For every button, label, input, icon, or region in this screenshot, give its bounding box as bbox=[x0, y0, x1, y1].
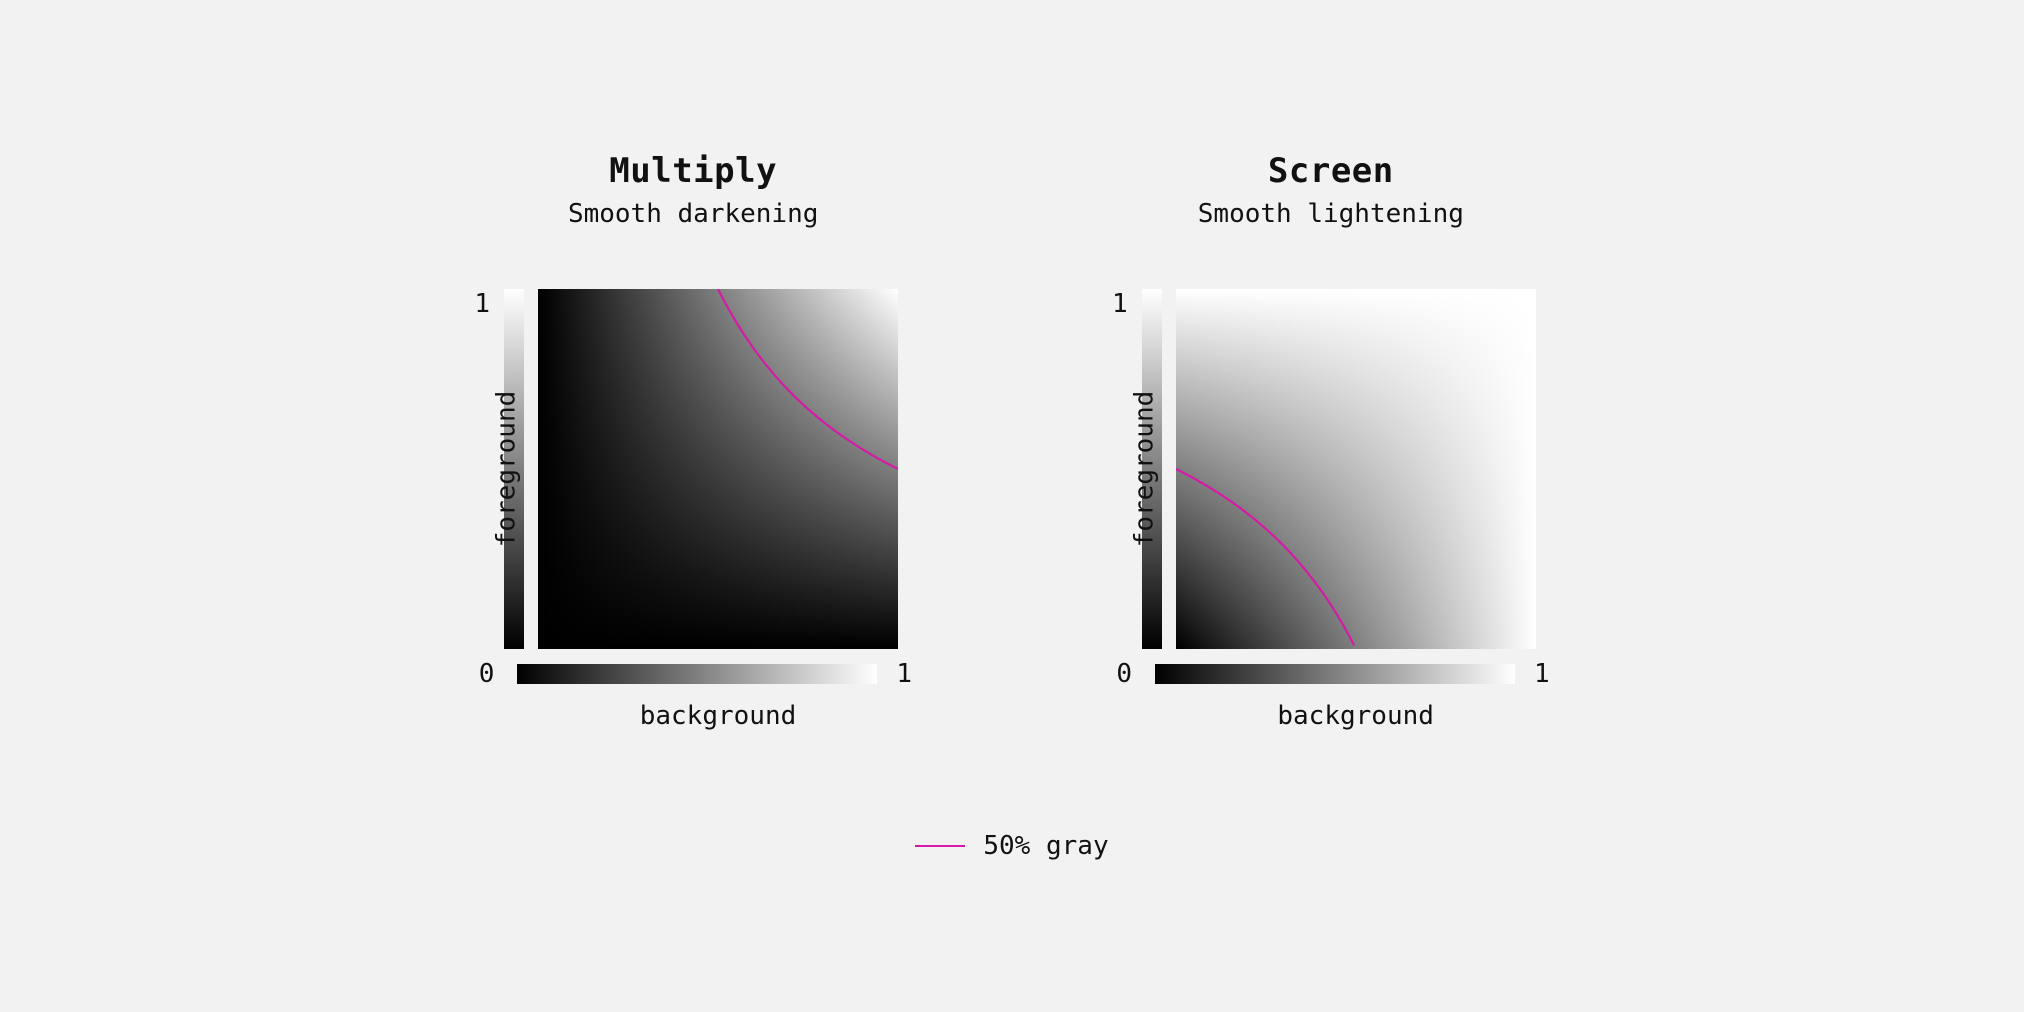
x-axis-label: background bbox=[1176, 701, 1536, 731]
legend: 50% gray bbox=[915, 831, 1108, 861]
panel-title: Screen bbox=[1268, 151, 1394, 191]
y-axis-ticks: 1 foreground 0 bbox=[474, 289, 490, 649]
legend-label: 50% gray bbox=[983, 831, 1108, 861]
x-axis-ticks: 0 1 bbox=[1112, 659, 1550, 689]
contour-overlay bbox=[538, 289, 898, 649]
x-axis-ticks: 0 1 bbox=[474, 659, 912, 689]
chart-screen: 1 foreground 0 0 1 background bbox=[1112, 289, 1550, 731]
x-tick-min: 0 bbox=[1112, 659, 1132, 689]
y-axis-label: foreground bbox=[1129, 391, 1159, 548]
x-gradient-strip bbox=[517, 664, 877, 684]
panel-title: Multiply bbox=[609, 151, 777, 191]
legend-line-icon bbox=[915, 845, 965, 847]
chart-multiply: 1 foreground 0 0 1 background bbox=[474, 289, 912, 731]
panel-screen: Screen Smooth lightening 1 foreground 0 … bbox=[1112, 151, 1550, 731]
x-tick-min: 0 bbox=[474, 659, 494, 689]
x-gradient-strip bbox=[1155, 664, 1515, 684]
y-tick-max: 1 bbox=[1112, 289, 1128, 319]
contour-overlay bbox=[1176, 289, 1536, 649]
y-tick-max: 1 bbox=[474, 289, 490, 319]
x-tick-max: 1 bbox=[896, 659, 912, 689]
panels-row: Multiply Smooth darkening 1 foreground 0… bbox=[474, 151, 1549, 731]
panel-subtitle: Smooth darkening bbox=[568, 199, 818, 229]
heatmap-multiply bbox=[538, 289, 898, 649]
panel-subtitle: Smooth lightening bbox=[1198, 199, 1464, 229]
panel-multiply: Multiply Smooth darkening 1 foreground 0… bbox=[474, 151, 912, 731]
y-axis-label: foreground bbox=[492, 391, 522, 548]
x-tick-max: 1 bbox=[1534, 659, 1550, 689]
contour-50-gray bbox=[718, 289, 898, 469]
contour-50-gray bbox=[1176, 469, 1354, 645]
x-axis-label: background bbox=[538, 701, 898, 731]
y-axis-ticks: 1 foreground 0 bbox=[1112, 289, 1128, 649]
heatmap-screen bbox=[1176, 289, 1536, 649]
